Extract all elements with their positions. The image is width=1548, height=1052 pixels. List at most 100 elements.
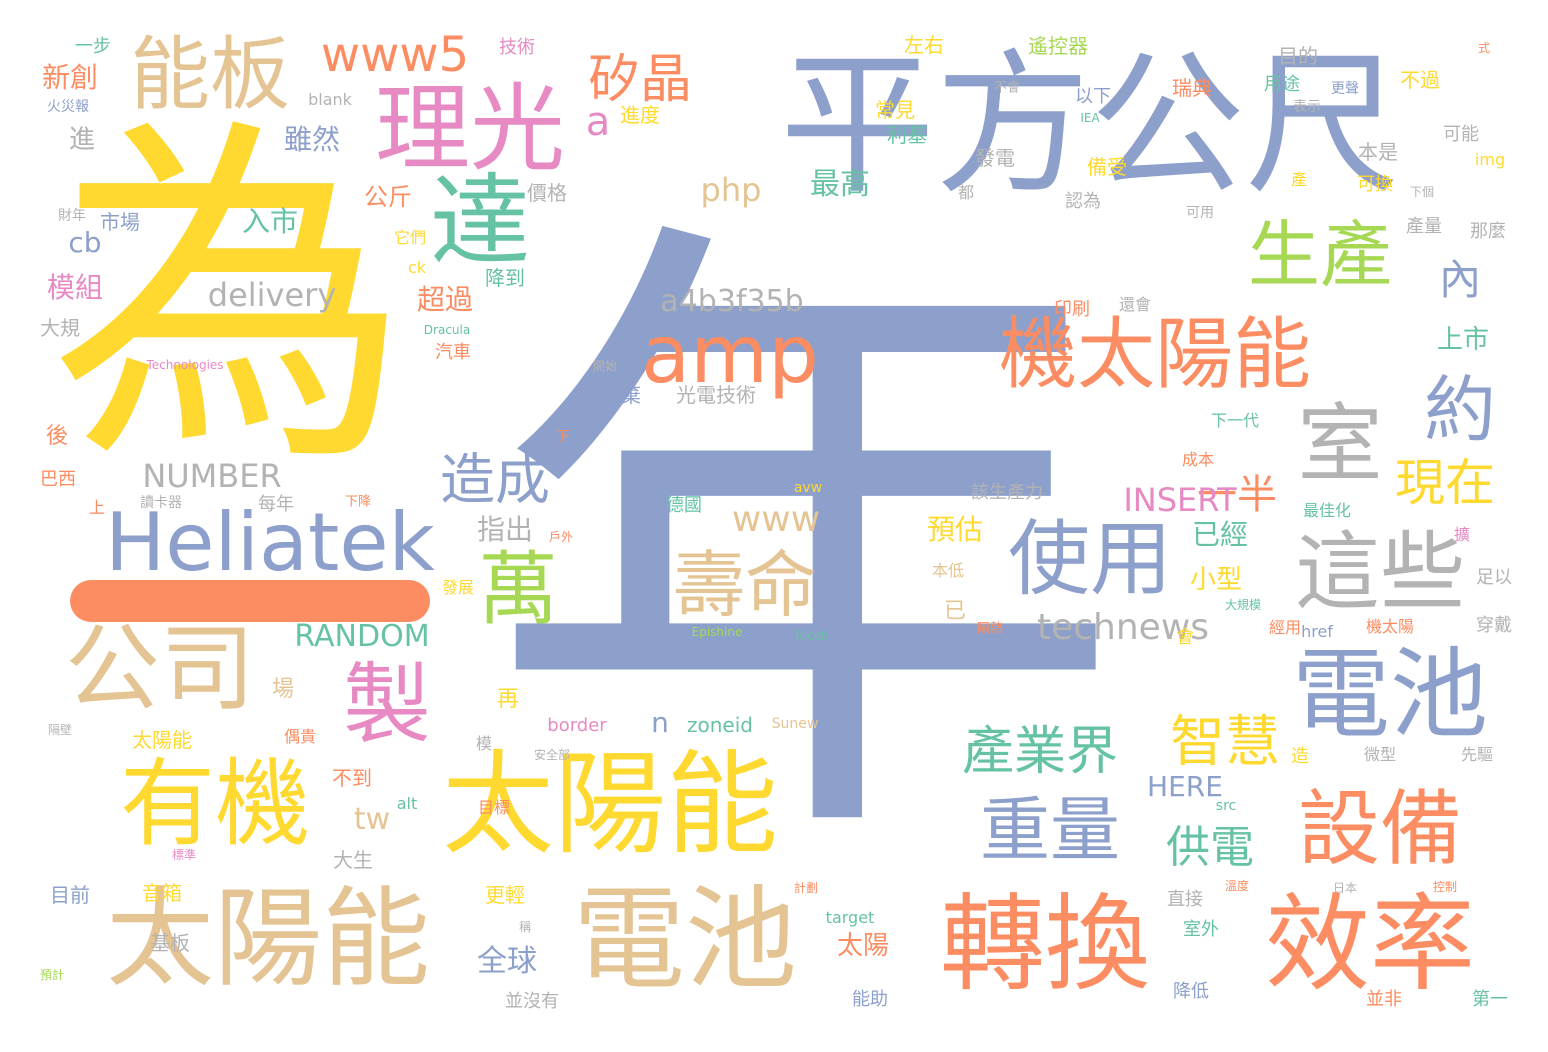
cloud-word: 不過 xyxy=(1400,68,1440,92)
cloud-word: 控制 xyxy=(1432,880,1458,894)
cloud-word: 先驅 xyxy=(1460,745,1494,764)
cloud-word: 讀卡器 xyxy=(140,495,182,511)
cloud-word: 造成 xyxy=(439,447,551,512)
cloud-word: 降低 xyxy=(1173,981,1209,1002)
cloud-word: 並沒有 xyxy=(505,991,559,1012)
cloud-word: 更聲 xyxy=(1331,81,1359,97)
cloud-word: 電池 xyxy=(573,875,797,1005)
cloud-word: 用途 xyxy=(1264,74,1300,95)
cloud-word: 室 xyxy=(1297,395,1383,495)
cloud-word: blank xyxy=(308,90,352,109)
cloud-word: 目標 xyxy=(477,798,511,817)
cloud-word: ck xyxy=(407,258,427,277)
cloud-word: NUMBER xyxy=(142,457,282,495)
cloud-word: 那麼 xyxy=(1470,221,1506,242)
cloud-word: 造 xyxy=(1291,746,1309,767)
cloud-word: 上市 xyxy=(1436,325,1490,355)
cloud-word: 直接 xyxy=(1167,889,1203,910)
cloud-word: 大生 xyxy=(333,848,373,872)
cloud-word: 使用 xyxy=(1007,512,1173,607)
cloud-word: Technologies xyxy=(146,358,224,372)
cloud-word: 內 xyxy=(1438,255,1482,304)
cloud-word: 不會 xyxy=(993,80,1021,96)
cloud-word: 本是 xyxy=(1358,140,1398,164)
cloud-word: 超過 xyxy=(416,283,474,316)
cloud-word: 備受 xyxy=(1087,155,1127,179)
cloud-word: 隔熱 xyxy=(976,621,1004,637)
cloud-word: 年 xyxy=(485,172,1125,917)
cloud-word: 這些 xyxy=(1294,523,1466,623)
cloud-word: 印刷 xyxy=(1054,299,1090,320)
cloud-word: 財年 xyxy=(58,208,86,224)
cloud-word: 擴 xyxy=(1453,525,1471,544)
cloud-word: 一步 xyxy=(75,36,111,57)
cloud-word: 下 xyxy=(556,429,570,445)
cloud-word: HERE xyxy=(1147,770,1223,803)
cloud-word: 全球 xyxy=(477,944,537,979)
cloud-word: 德國 xyxy=(666,495,702,516)
cloud-word: 降到 xyxy=(485,266,525,290)
cloud-word: 太陽能 xyxy=(442,740,778,870)
cloud-word: img xyxy=(1474,150,1506,169)
cloud-word: 場 xyxy=(271,677,295,702)
cloud-word: 溫度 xyxy=(1224,879,1250,893)
cloud-word: a xyxy=(585,99,611,145)
cloud-word: www5 xyxy=(320,27,470,83)
cloud-word: RANDOM xyxy=(294,619,430,654)
cloud-word: 電池 xyxy=(1291,638,1489,752)
cloud-word: 會 xyxy=(1176,627,1194,648)
cloud-word: 大規模 xyxy=(1224,598,1262,612)
cloud-word: 機太陽能 xyxy=(998,310,1312,400)
cloud-word: 發展 xyxy=(441,578,475,597)
cloud-word: 再 xyxy=(496,687,520,712)
cloud-word: 偶貴 xyxy=(283,727,317,746)
cloud-word: 預計 xyxy=(39,968,65,982)
cloud-word: 公司 xyxy=(64,614,256,725)
highlight-bar xyxy=(70,580,430,622)
cloud-word: 萬 xyxy=(478,543,558,636)
cloud-word: 微型 xyxy=(1363,745,1397,764)
cloud-word: 足以 xyxy=(1476,567,1512,588)
cloud-word: 上 xyxy=(88,498,106,517)
cloud-word: border xyxy=(547,715,607,736)
cloud-word: 經用 xyxy=(1268,618,1302,637)
cloud-word: Heliatek xyxy=(105,496,435,589)
cloud-word: 重量 xyxy=(980,789,1120,871)
cloud-word: 公斤 xyxy=(364,183,412,211)
cloud-word: 它們 xyxy=(393,228,427,247)
cloud-word: IEA xyxy=(1080,111,1100,125)
cloud-word: technews xyxy=(1036,607,1210,648)
cloud-word: 矽晶 xyxy=(587,50,693,110)
cloud-word: 現在 xyxy=(1395,454,1495,512)
cloud-word: 平方公尺 xyxy=(780,34,1400,216)
cloud-word: 太陽 xyxy=(836,931,890,961)
cloud-word: 表示 xyxy=(1293,99,1321,115)
cloud-word: tw xyxy=(353,802,391,837)
cloud-word: 進 xyxy=(68,125,96,155)
cloud-word: 價格 xyxy=(527,181,567,205)
cloud-word: 遙控器 xyxy=(1028,34,1088,58)
cloud-word: 計劃 xyxy=(793,881,819,895)
cloud-word: 都 xyxy=(957,183,975,202)
cloud-word: 太陽能 xyxy=(132,728,192,752)
cloud-word: 火災報 xyxy=(47,99,89,115)
cloud-word: src xyxy=(1215,798,1237,814)
cloud-word: 能助 xyxy=(852,989,888,1010)
cloud-word: 放棄 xyxy=(601,383,641,407)
cloud-word: 戶外 xyxy=(548,530,574,544)
cloud-word: 標準 xyxy=(171,848,197,862)
cloud-word: 成本 xyxy=(1181,450,1215,469)
cloud-word: Epishine xyxy=(691,625,743,639)
cloud-word: 達 xyxy=(430,163,530,280)
cloud-word: 預估 xyxy=(926,513,984,546)
cloud-word: 最高 xyxy=(810,167,870,202)
cloud-word: 巴西 xyxy=(40,469,76,490)
cloud-word: 基板 xyxy=(150,931,190,955)
cloud-word: 左右 xyxy=(904,33,944,57)
cloud-word: 效率 xyxy=(1264,883,1476,1006)
cloud-word: 瑞典 xyxy=(1172,76,1212,100)
cloud-word: 日本 xyxy=(1332,881,1358,895)
cloud-word: alt xyxy=(396,794,418,813)
cloud-word: 可用 xyxy=(1186,205,1214,221)
